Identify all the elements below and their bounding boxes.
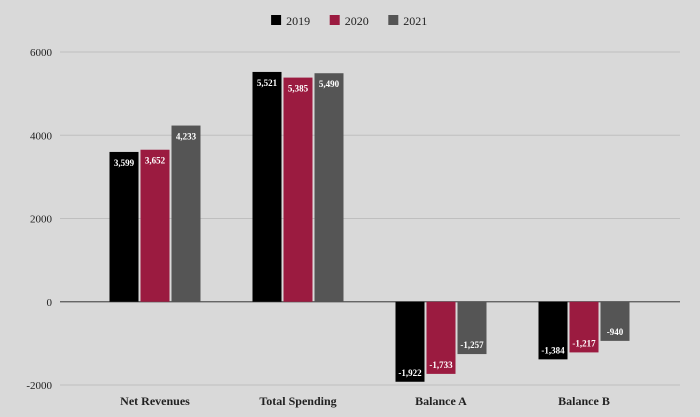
bar-value-label: 4,233 [176, 132, 197, 142]
legend-label: 2021 [403, 14, 427, 28]
x-category-label: Balance B [558, 394, 610, 408]
legend-item-2020: 2020 [329, 14, 369, 28]
x-category-label: Net Revenues [120, 394, 190, 408]
y-tick-label: 0 [47, 297, 53, 309]
bar-2020-2 [426, 301, 456, 374]
bars: 3,599 3,652 4,233 5,521 5,385 5,490 -1,922 -1,7… [109, 71, 630, 382]
bar-value-label: -940 [607, 327, 624, 337]
legend-swatch [329, 15, 340, 25]
bar-2021-3 [600, 301, 630, 341]
bar-value-label: -1,257 [460, 340, 484, 350]
y-axis: -2000 0 2000 4000 6000 [26, 47, 52, 392]
bar-2019-2 [395, 301, 425, 382]
x-category-label: Total Spending [259, 394, 336, 408]
y-tick-label: 4000 [30, 130, 53, 142]
x-axis: Net Revenues Total Spending Balance A Balan… [120, 394, 610, 408]
y-tick-label: 2000 [30, 214, 53, 226]
bar-2021-2 [457, 301, 487, 355]
bar-2021-0 [171, 125, 201, 302]
y-tick-label: -2000 [26, 380, 52, 392]
bar-2019-3 [538, 301, 568, 360]
legend-label: 2020 [345, 14, 369, 28]
bar-value-label: 5,385 [288, 84, 309, 94]
bar-value-label: -1,922 [398, 368, 422, 378]
x-category-label: Balance A [415, 394, 467, 408]
legend-swatch [388, 15, 399, 25]
bar-value-label: -1,733 [429, 360, 453, 370]
bar-2020-0 [140, 149, 170, 302]
legend-label: 2019 [286, 14, 310, 28]
legend-item-2021: 2021 [388, 14, 427, 28]
legend: 2019 2020 2021 [271, 14, 427, 28]
bar-2019-0 [109, 151, 139, 302]
bar-value-label: 3,652 [145, 156, 166, 166]
legend-swatch [271, 15, 282, 25]
bar-value-label: 3,599 [114, 158, 135, 168]
bar-2020-1 [283, 77, 313, 302]
y-tick-label: 6000 [30, 47, 53, 59]
legend-item-2019: 2019 [271, 14, 310, 28]
bar-value-label: -1,217 [572, 338, 596, 348]
bar-2021-1 [314, 73, 344, 302]
bar-value-label: 5,490 [319, 79, 340, 89]
bar-value-label: 5,521 [257, 78, 278, 88]
bar-2019-1 [252, 71, 282, 302]
bar-value-label: -1,384 [541, 345, 565, 355]
bar-2020-3 [569, 301, 599, 353]
